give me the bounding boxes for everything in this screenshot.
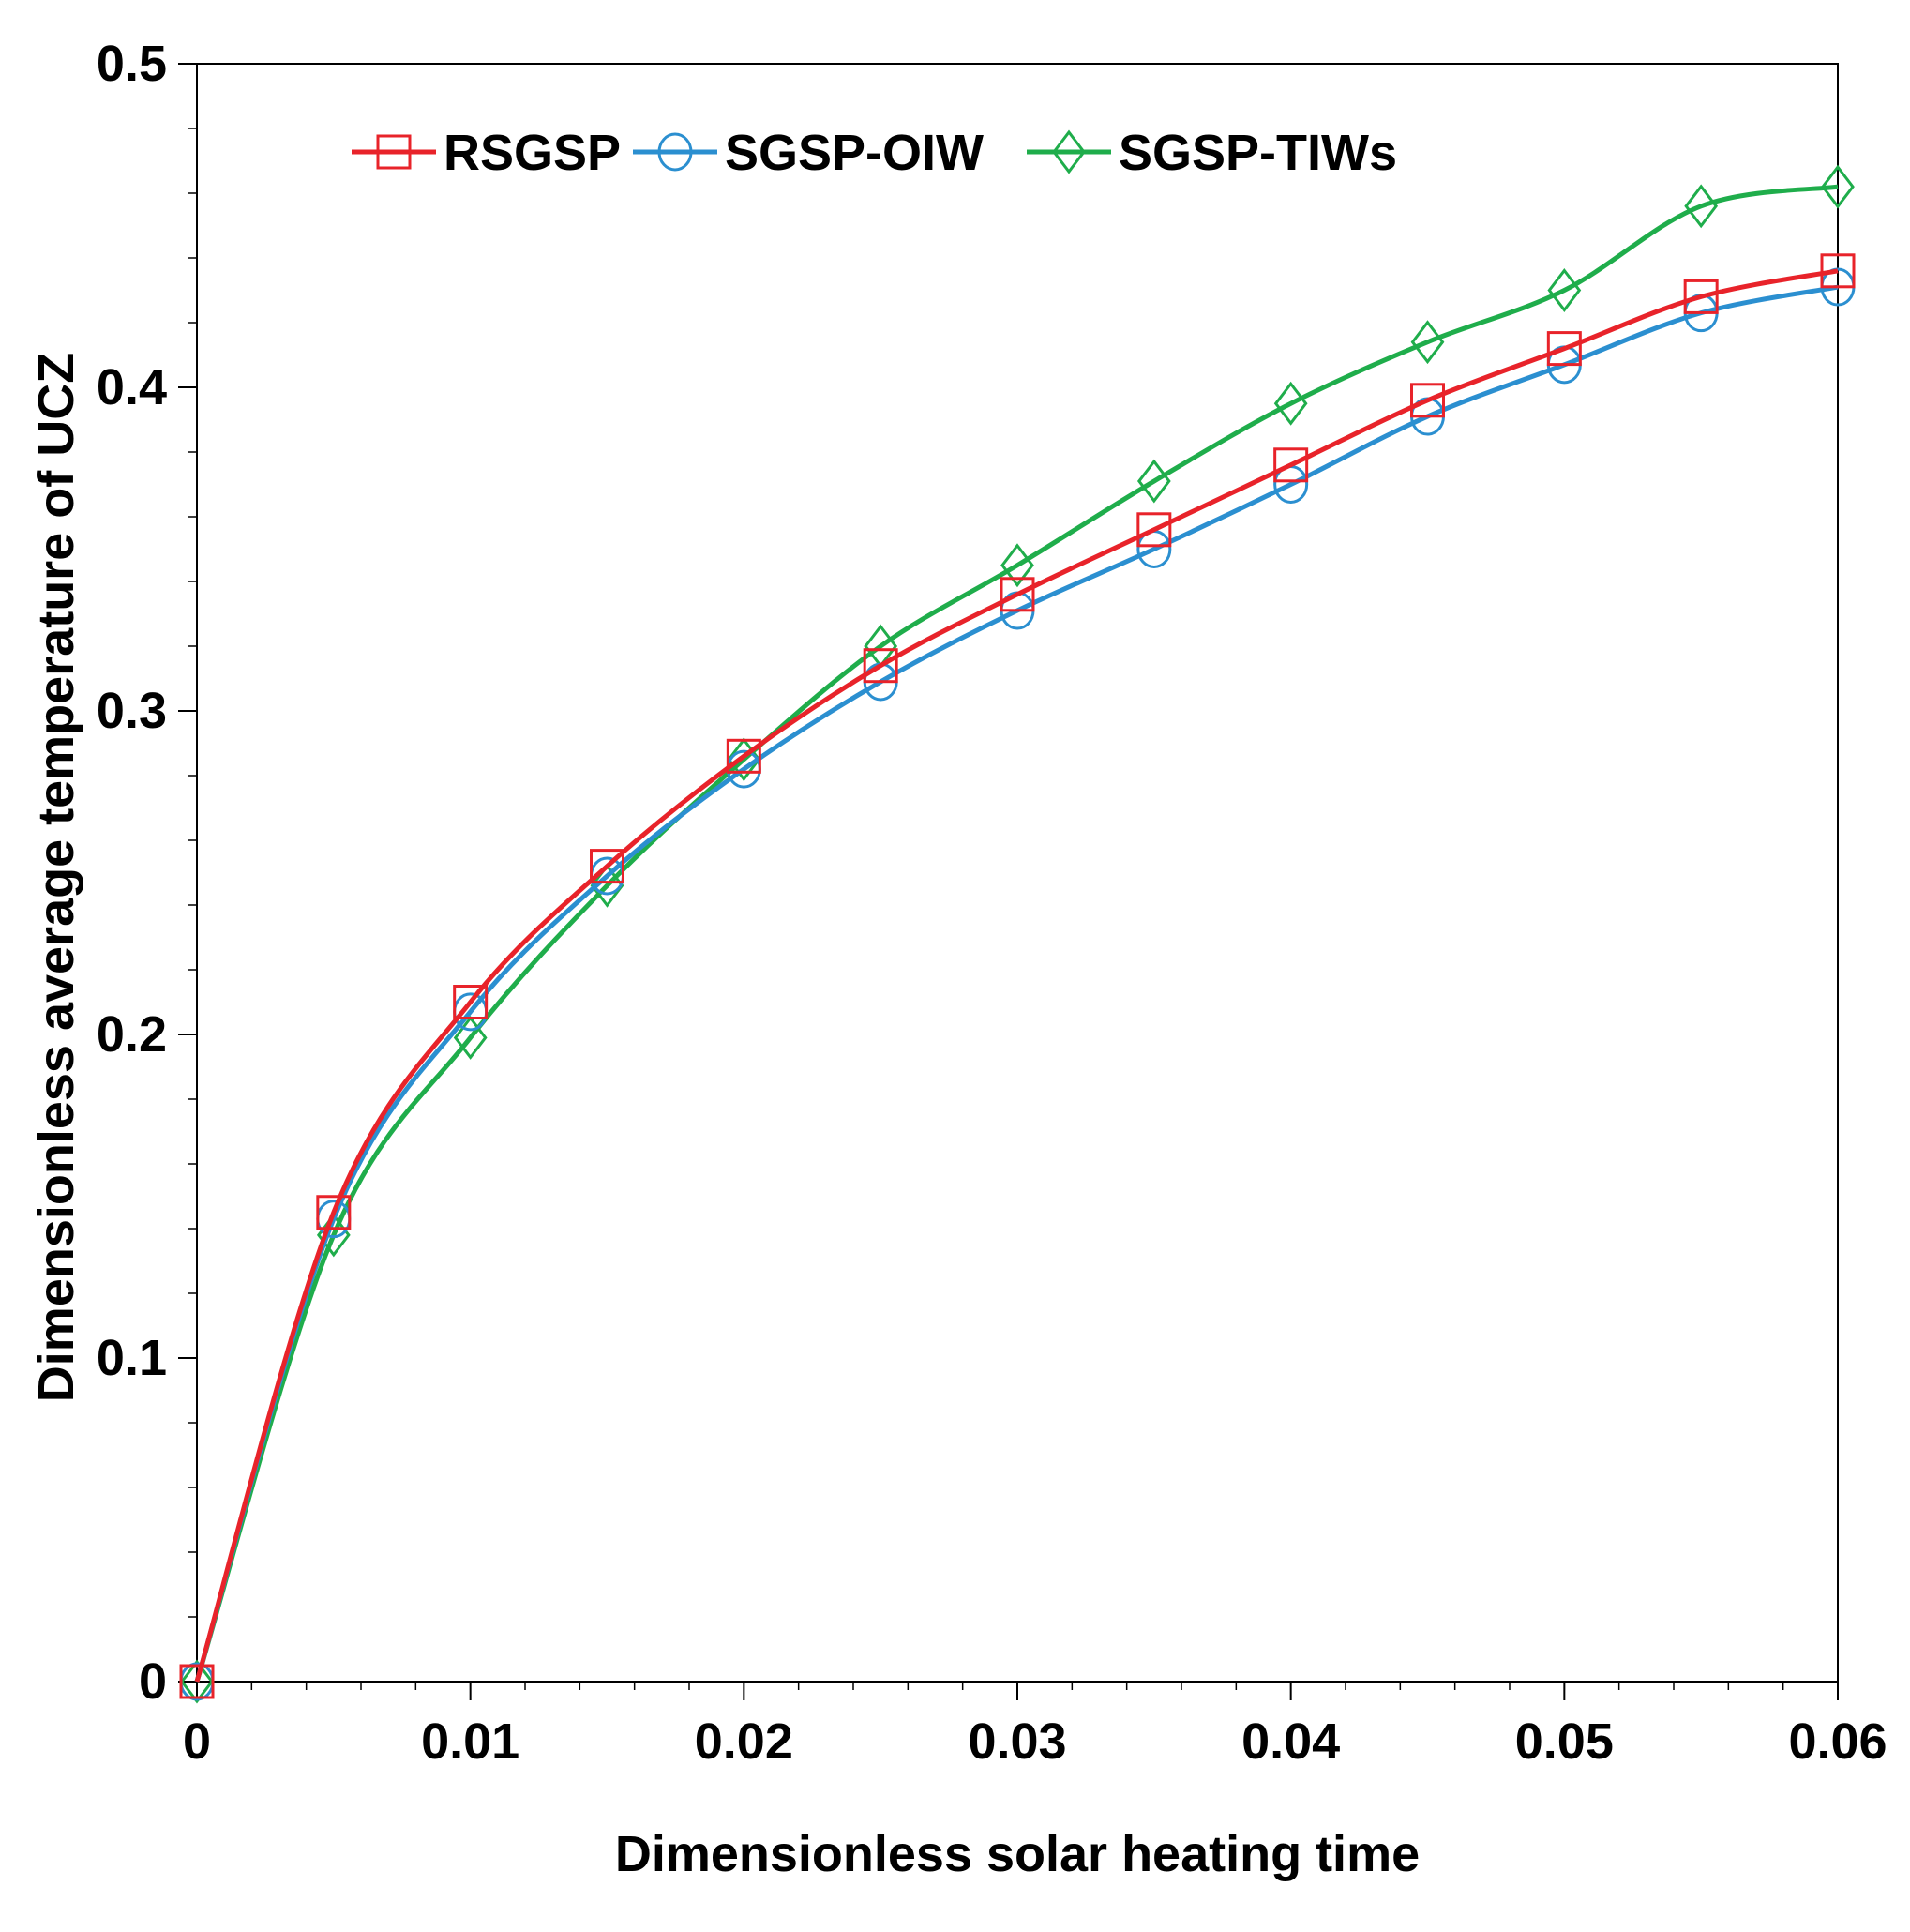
legend-marker (657, 132, 693, 172)
x-tick-label: 0.02 (695, 1713, 793, 1770)
data-point (590, 849, 624, 884)
y-tick-label: 0.1 (97, 1330, 167, 1386)
series-line (194, 268, 1839, 1683)
legend-label: SGSP-TIWs (1119, 125, 1397, 181)
data-point (1136, 459, 1171, 504)
x-tick-label: 0 (183, 1713, 211, 1770)
y-tick-label: 0.3 (97, 683, 167, 739)
data-point (590, 863, 624, 908)
data-point (863, 648, 898, 684)
data-point (453, 985, 489, 1019)
plot-frame (196, 63, 1839, 1683)
series-sgsp-oiw (179, 267, 1856, 1701)
legend-marker (1052, 129, 1086, 174)
axes-layer: 0 0.1 0.2 0.3 0.4 0.5 0 0.01 0.02 0.03 0.04 0.05 0.0… (97, 36, 1887, 1770)
data-point (1410, 383, 1445, 418)
y-axis-title: Dimensionless average temperature of UCZ (28, 353, 84, 1402)
legend-label: SGSP-OIW (725, 125, 984, 181)
series-line (194, 184, 1839, 1683)
data-point (453, 1015, 488, 1060)
series-layer (179, 164, 1856, 1704)
legend-item: SGSP-OIW (633, 125, 984, 181)
x-tick-label: 0.06 (1788, 1713, 1887, 1770)
data-point (1820, 253, 1856, 289)
data-point (1273, 381, 1308, 426)
x-axis-title: Dimensionless solar heating time (615, 1826, 1420, 1882)
data-point (180, 1659, 214, 1704)
data-point (179, 1664, 215, 1699)
data-point (1136, 512, 1172, 548)
x-tick-label: 0.01 (421, 1713, 519, 1770)
data-point (1821, 164, 1855, 209)
data-point (726, 738, 761, 774)
x-tick-label: 0.03 (968, 1713, 1066, 1770)
data-point (1273, 447, 1309, 483)
legend: RSGSP SGSP-OIW SGSP-TIWs (352, 125, 1397, 181)
data-point (1547, 268, 1582, 312)
series-rsgsp (179, 253, 1856, 1699)
x-tick-label: 0.04 (1241, 1713, 1340, 1770)
y-tick-label: 0.4 (97, 359, 167, 415)
data-point (727, 737, 761, 782)
data-point (1684, 184, 1719, 229)
data-point (1410, 320, 1445, 365)
x-tick-label: 0.05 (1515, 1713, 1614, 1770)
legend-item: RSGSP (352, 125, 621, 181)
data-point (1546, 331, 1582, 367)
data-point (1000, 543, 1034, 588)
legend-label: RSGSP (444, 125, 621, 181)
y-tick-label: 0.5 (97, 36, 167, 92)
y-tick-label: 0 (139, 1653, 167, 1710)
data-point (1000, 577, 1035, 612)
legend-item: SGSP-TIWs (1027, 125, 1397, 181)
data-point (1683, 279, 1719, 314)
y-tick-label: 0.2 (97, 1006, 167, 1063)
data-point (316, 1195, 352, 1230)
legend-marker (376, 134, 412, 170)
series-line (194, 284, 1839, 1683)
series-sgsp-tiws (180, 164, 1855, 1704)
